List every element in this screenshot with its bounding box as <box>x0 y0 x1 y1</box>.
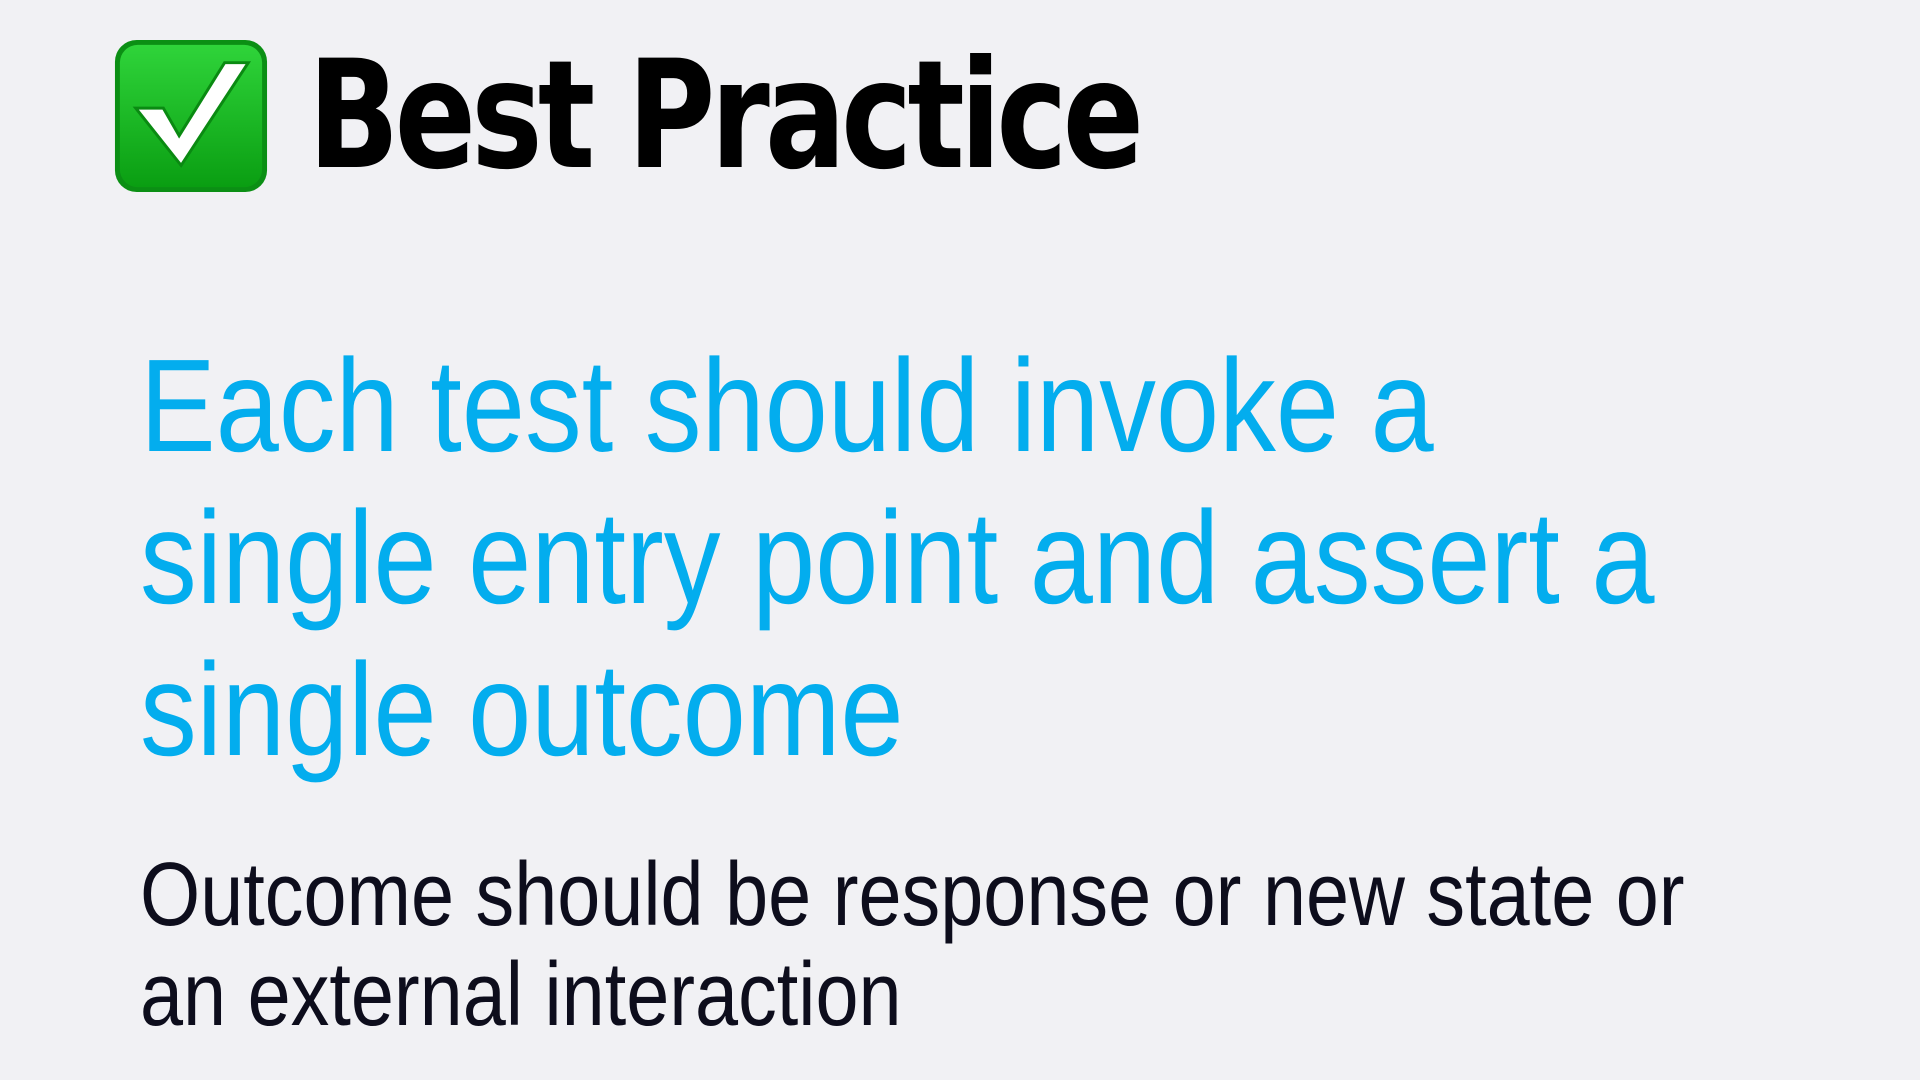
headline-line: single outcome <box>140 636 904 783</box>
headline-line: Each test should invoke a <box>140 332 1434 479</box>
subtext-line: an external interaction <box>140 945 902 1045</box>
subtext-line: Outcome should be response or new state … <box>140 845 1685 945</box>
subtext: Outcome should be response or new state … <box>140 845 1900 1045</box>
check-mark-button-icon <box>114 39 268 193</box>
page-title: Best Practice <box>308 29 1144 203</box>
headline: Each test should invoke a single entry p… <box>140 330 1890 786</box>
slide-header: Best Practice <box>112 36 1347 196</box>
headline-line: single entry point and assert a <box>140 484 1655 631</box>
